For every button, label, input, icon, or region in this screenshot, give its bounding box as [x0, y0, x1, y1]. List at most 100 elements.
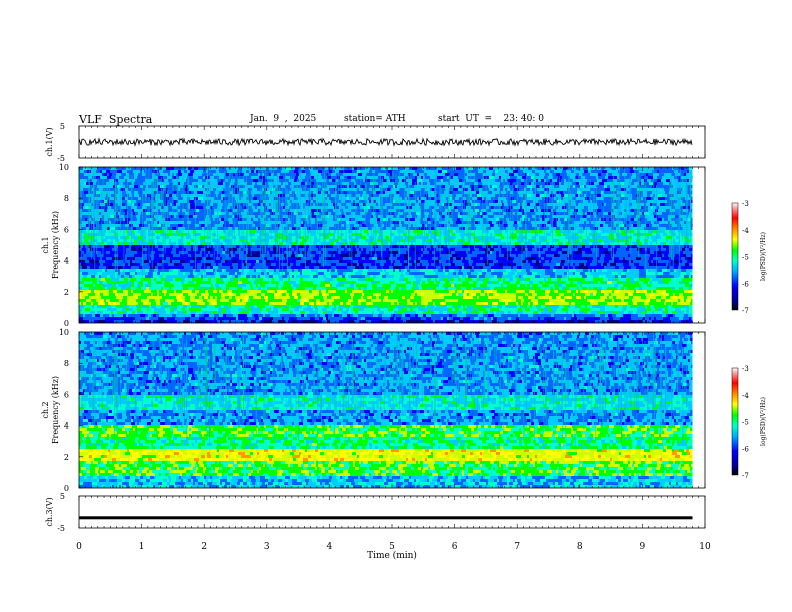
ch1-spec-cell: [143, 194, 145, 197]
ch1-spec-cell: [353, 179, 355, 182]
ch1-spec-cell: [283, 209, 285, 212]
ch1-spec-cell: [506, 209, 511, 212]
ch1-spec-cell: [463, 212, 466, 215]
ch1-spec-cell: [212, 248, 215, 251]
ch1-spec-cell: [190, 242, 195, 245]
ch1-spec-cell: [146, 197, 150, 200]
ch1-spec-cell: [83, 236, 85, 239]
ch1-spec-cell: [163, 188, 166, 191]
ch1-spec-cell: [651, 245, 654, 248]
ch1-spec-cell: [410, 173, 413, 176]
ch1-spec-cell: [511, 239, 514, 242]
ch1-spec-cell: [441, 242, 445, 245]
ch1-spec-cell: [631, 212, 634, 215]
ch1-spec-cell: [88, 191, 93, 194]
ch1-spec-cell: [310, 239, 314, 242]
ch1-spec-cell: [471, 239, 474, 242]
ch1-spec-cell: [312, 188, 317, 191]
ch1-spec-cell: [657, 224, 659, 227]
ch1-spec-cell: [224, 170, 227, 173]
ch1-spec-cell: [652, 242, 655, 245]
ch1-spec-cell: [220, 242, 223, 245]
ch1-spec-cell: [525, 224, 529, 227]
ch1-spec-cell: [355, 173, 358, 176]
ch1-spec-cell: [511, 233, 513, 236]
ch1-spec-cell: [109, 179, 114, 182]
ch1-spec-cell: [548, 212, 550, 215]
ch1-spec-cell: [489, 182, 493, 185]
ch1-spec-cell: [605, 209, 609, 212]
ch1-spec-cell: [608, 173, 612, 176]
ch1-spec-cell: [532, 212, 535, 215]
ch1-spec-cell: [201, 176, 203, 179]
ch1-spec-cell: [301, 191, 305, 194]
ch1-spec-cell: [409, 209, 413, 212]
ch1-spec-cell: [176, 224, 178, 227]
ch1-spec-cell: [176, 173, 178, 176]
ch1-spec-cell: [202, 179, 206, 182]
ch1-spec-cell: [141, 227, 145, 230]
ch1-spec-cell: [652, 191, 657, 194]
ch1-spec-cell: [561, 215, 566, 218]
ch1-spec-cell: [301, 194, 305, 197]
ch1-spec-cell: [528, 212, 530, 215]
ch1-spec-cell: [81, 227, 86, 230]
ch1-spec-cell: [202, 173, 206, 176]
ch1-spec-cell: [603, 245, 608, 248]
ch1-spec-cell: [472, 200, 476, 203]
ch1-spec-cell: [332, 185, 337, 188]
ch1-spec-cell: [432, 215, 435, 218]
ch1-spec-cell: [172, 206, 177, 209]
ch1-spec-cell: [531, 194, 536, 197]
ch1-spec-cell: [376, 200, 380, 203]
ch1-spec-cell: [171, 242, 176, 245]
ch1-spec-cell: [129, 194, 132, 197]
ch1-spec-cell: [346, 197, 349, 200]
ch1-spec-cell: [467, 242, 470, 245]
ch1-spec-cell: [292, 248, 294, 251]
ch1-spec-cell: [327, 170, 329, 173]
ch1-spec-cell: [579, 167, 583, 170]
ch1-spec-cell: [344, 218, 349, 221]
ch1-spec-cell: [492, 236, 495, 239]
ch1-spec-cell: [589, 197, 594, 200]
ch1-spec-cell: [587, 179, 592, 182]
ch1-spec-cell: [158, 233, 160, 236]
ch1-spec-cell: [247, 182, 252, 185]
ch1-spec-cell: [355, 179, 358, 182]
ch1-spec-cell: [436, 182, 441, 185]
ch1-spec-cell: [508, 170, 513, 173]
ch1-spec-cell: [387, 203, 389, 206]
ch1-spec-cell: [361, 245, 365, 248]
ch1-spec-cell: [573, 212, 577, 215]
ch1-spec-cell: [411, 170, 413, 173]
ch1-spec-cell: [442, 212, 444, 215]
ch1-spec-cell: [310, 203, 313, 206]
ch1-spec-cell: [363, 167, 365, 170]
ch1-spec-cell: [471, 236, 473, 239]
ch1-spec-cell: [369, 188, 372, 191]
ch1-spec-cell: [537, 248, 540, 251]
ch1-spec-cell: [415, 218, 420, 221]
ch1-spec-cell: [445, 173, 450, 176]
ch1-spec-cell: [668, 188, 670, 191]
ch1-spec-cell: [387, 182, 389, 185]
ch1-spec-cell: [452, 170, 454, 173]
ch1-spec-cell: [294, 245, 296, 248]
ch1-spec-cell: [255, 206, 257, 209]
ch1-spec-cell: [128, 209, 131, 212]
ch1-spec-cell: [129, 224, 133, 227]
ch1-spec-cell: [518, 224, 522, 227]
ch1-spec-cell: [647, 200, 650, 203]
ch1-spec-cell: [107, 176, 111, 179]
ch1-spec-cell: [179, 215, 184, 218]
ch1-spec-cell: [165, 236, 169, 239]
ch1-spec-cell: [606, 236, 609, 239]
ch1-spec-cell: [545, 221, 547, 224]
ch1-spec-cell: [417, 209, 421, 212]
ch1-spec-cell: [604, 242, 608, 245]
ch1-spec-cell: [255, 191, 257, 194]
ch1-spec-cell: [449, 215, 454, 218]
ch1-spec-cell: [393, 230, 397, 233]
ch1-spec-cell: [234, 215, 239, 218]
